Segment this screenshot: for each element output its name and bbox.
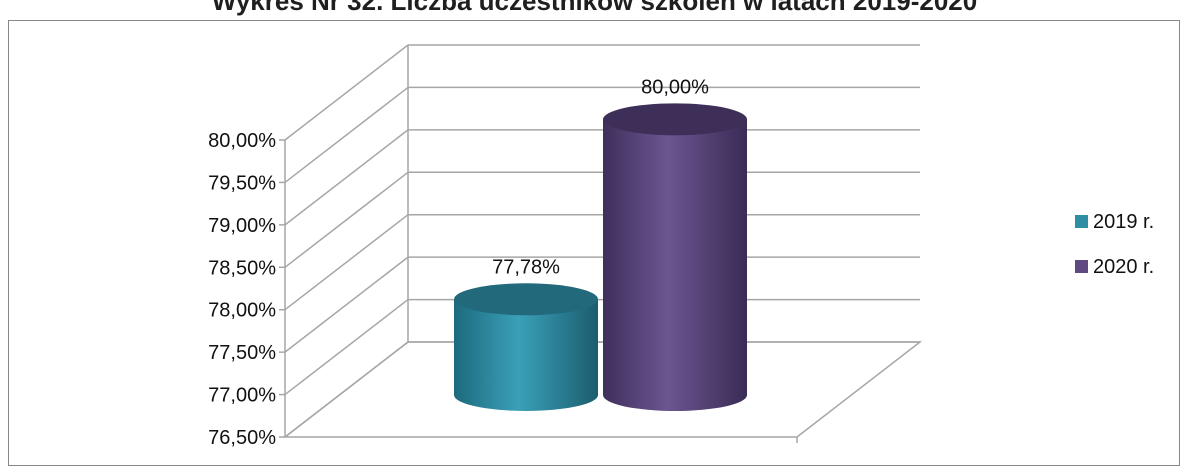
chart-floor (282, 341, 923, 438)
y-tick-label: 78,00% (208, 300, 276, 322)
gridline-side (284, 214, 409, 311)
y-tick-label: 79,50% (208, 172, 276, 194)
bars (454, 103, 747, 412)
bar-top (603, 103, 747, 136)
bar-2020-r- (603, 103, 747, 412)
legend-swatch (1075, 215, 1088, 228)
legend-item: 2020 r. (1075, 256, 1154, 278)
chart-frame (8, 20, 1180, 466)
gridline-side (284, 129, 409, 226)
gridline-side (284, 44, 409, 141)
legend-item: 2019 r. (1075, 211, 1154, 233)
y-axis-ticks: 80,00% 79,50% 79,00% 78,50% 78,00% 77,50% 77,0… (208, 130, 276, 449)
bar-2019-r- (454, 283, 598, 411)
legend-label: 2019 r. (1093, 211, 1154, 233)
y-tick-label: 80,00% (208, 130, 276, 152)
data-label: 77,78% (492, 256, 560, 278)
legend: 2019 r. 2020 r. (1075, 211, 1154, 278)
y-tick-label: 76,50% (208, 427, 276, 449)
legend-swatch (1075, 260, 1088, 273)
gridline-side (284, 86, 409, 184)
gridline-side (284, 256, 409, 353)
gridline-side (284, 171, 409, 268)
bar-body (454, 299, 598, 411)
chart-title: Wykres Nr 32. Liczba uczestników szkoleń… (211, 0, 978, 16)
y-tick-label: 77,50% (208, 342, 276, 364)
y-tick-label: 79,00% (208, 215, 276, 237)
gridline-side (284, 298, 409, 396)
bar-body (603, 119, 747, 412)
data-label: 80,00% (641, 76, 709, 98)
bar-top (454, 283, 598, 316)
data-labels: 77,78% 80,00% (492, 76, 709, 278)
gridlines (279, 44, 923, 443)
legend-label: 2020 r. (1093, 256, 1154, 278)
y-tick-label: 78,50% (208, 257, 276, 279)
y-tick-label: 77,00% (208, 385, 276, 407)
